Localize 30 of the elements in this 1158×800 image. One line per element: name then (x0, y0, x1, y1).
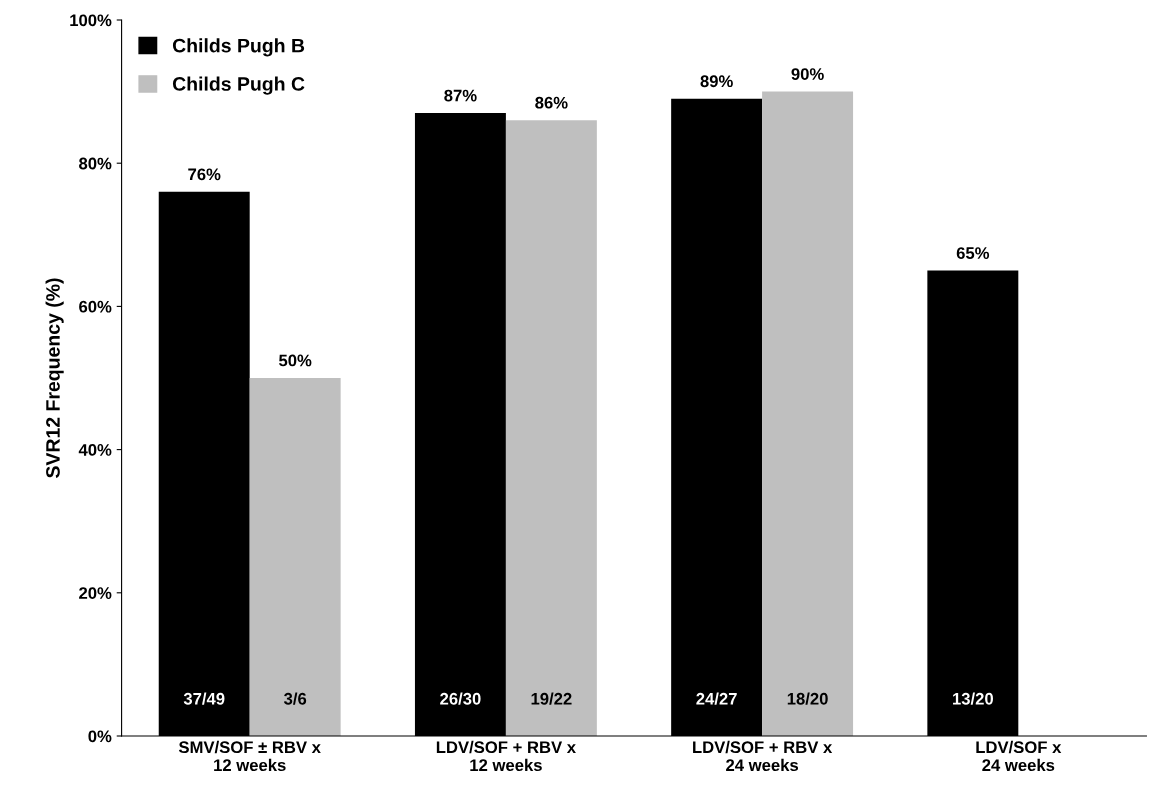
annotation: 13/20 (953, 692, 994, 705)
bar (249, 378, 341, 736)
x-tick-label: LDV/SOF + RBV x 24 weeks (693, 740, 833, 772)
bar (762, 91, 854, 736)
legend-label: Childs Pugh B (172, 38, 305, 57)
data-label: 50% (279, 354, 312, 367)
data-label: 90% (791, 68, 824, 80)
y-tick-label: 100% (70, 14, 112, 27)
data-label: 89% (700, 75, 733, 88)
legend-label: Childs Pugh C (172, 76, 305, 95)
annotation: 26/30 (440, 692, 481, 705)
y-tick-label: 40% (78, 444, 112, 456)
annotation: 19/22 (531, 692, 572, 705)
y-axis-title: SVR12 Frequency (%) (45, 278, 64, 478)
annotation: 37/49 (183, 692, 225, 705)
data-label: 87% (444, 89, 477, 102)
y-tick-label: 20% (79, 587, 112, 599)
data-label: 76% (188, 168, 221, 181)
y-tick-label: 0% (88, 730, 112, 743)
x-tick-label: LDV/SOF x 24 weeks (976, 740, 1062, 772)
y-tick-label: 80% (79, 157, 112, 170)
y-tick-label: 60% (79, 300, 112, 313)
x-tick-label: SMV/SOF ± RBV x 12 weeks (178, 740, 321, 772)
bar (505, 120, 597, 736)
data-label: 65% (956, 247, 990, 259)
data-label: 86% (535, 96, 568, 109)
annotation: 18/20 (787, 692, 828, 705)
x-tick-label: LDV/SOF + RBV x 12 weeks (436, 740, 576, 772)
annotation: 3/6 (283, 692, 307, 705)
annotation: 24/27 (696, 692, 737, 705)
